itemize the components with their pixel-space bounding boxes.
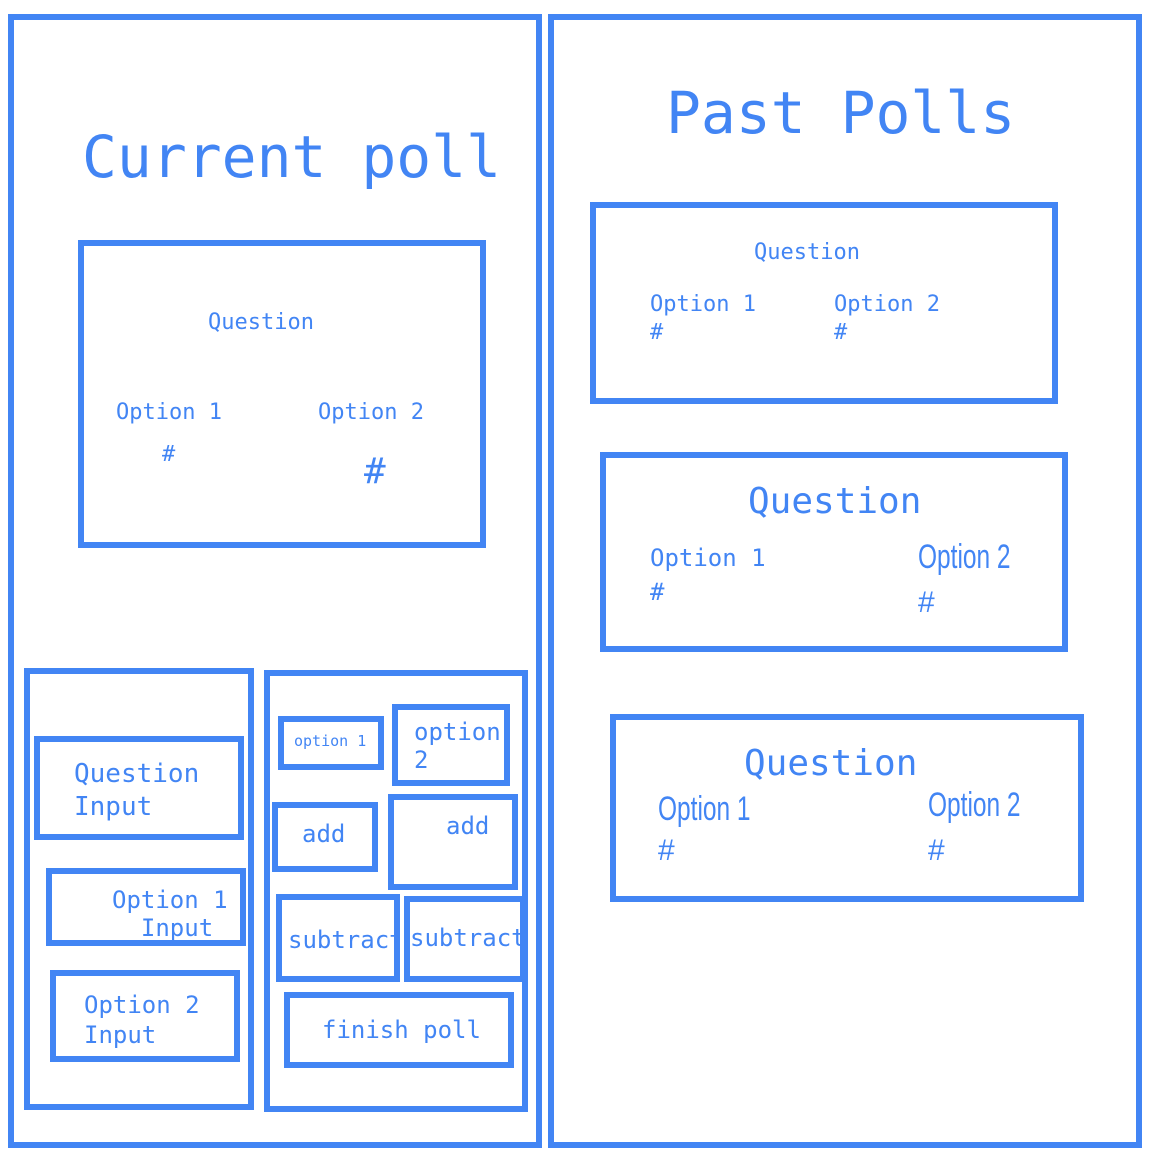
- option2-tag-label: option 2: [414, 718, 501, 774]
- option1-input[interactable]: [46, 868, 246, 946]
- add-option1-label: add: [302, 820, 346, 848]
- add-option2-button[interactable]: [388, 794, 518, 890]
- past-poll-option1-label: Option 1: [658, 790, 751, 828]
- add-option2-label: add: [446, 812, 490, 840]
- current-poll-question: Question: [208, 310, 314, 335]
- current-poll-title: Current poll: [82, 123, 502, 191]
- option2-tag: [392, 704, 510, 786]
- option2-input-label: Option 2 Input: [84, 991, 200, 1049]
- current-poll-option2-count: #: [364, 451, 386, 492]
- option1-tag: [278, 716, 384, 770]
- finish-poll-label: finish poll: [322, 1016, 481, 1044]
- past-poll-option2-count: #: [834, 320, 848, 345]
- current-poll-card: [78, 240, 486, 548]
- subtract-option2-label: subtract: [410, 926, 522, 950]
- past-poll-question: Question: [748, 481, 922, 522]
- finish-poll-button[interactable]: [284, 992, 514, 1068]
- past-poll-card: [590, 202, 1058, 404]
- past-poll-option1-count: #: [650, 578, 665, 606]
- add-option1-button[interactable]: [272, 802, 378, 872]
- subtract-option1-label: subtract: [288, 928, 398, 952]
- current-poll-option2-label: Option 2: [318, 400, 424, 425]
- past-poll-option1-label: Option 1: [650, 292, 756, 317]
- current-poll-option1-label: Option 1: [116, 400, 222, 425]
- past-poll-option2-label: Option 2: [918, 538, 1011, 576]
- past-polls-panel: [548, 14, 1142, 1148]
- poll-inputs-panel: [24, 668, 254, 1110]
- subtract-option1-button[interactable]: [276, 894, 400, 982]
- option1-input-label: Option 1 Input: [112, 886, 228, 942]
- past-poll-question: Question: [754, 240, 860, 265]
- current-poll-panel: [8, 14, 542, 1148]
- past-poll-option1-label: Option 1: [650, 544, 766, 572]
- past-polls-title: Past Polls: [666, 79, 1016, 147]
- past-poll-option2-count: #: [928, 834, 945, 867]
- past-poll-option2-label: Option 2: [834, 292, 940, 317]
- current-poll-option1-count: #: [162, 442, 176, 467]
- question-input[interactable]: [34, 736, 244, 840]
- past-poll-option1-count: #: [658, 834, 675, 867]
- past-poll-card: [610, 714, 1084, 902]
- past-poll-question: Question: [744, 743, 918, 784]
- question-input-label: Question Input: [74, 759, 200, 822]
- past-poll-option2-label: Option 2: [928, 786, 1021, 824]
- option2-input[interactable]: [50, 970, 240, 1062]
- past-poll-card: [600, 452, 1068, 652]
- option1-tag-label: option 1: [294, 732, 367, 750]
- poll-controls-panel: [264, 670, 528, 1112]
- past-poll-option1-count: #: [650, 320, 664, 345]
- subtract-option2-button[interactable]: [404, 896, 526, 982]
- past-poll-option2-count: #: [918, 586, 935, 619]
